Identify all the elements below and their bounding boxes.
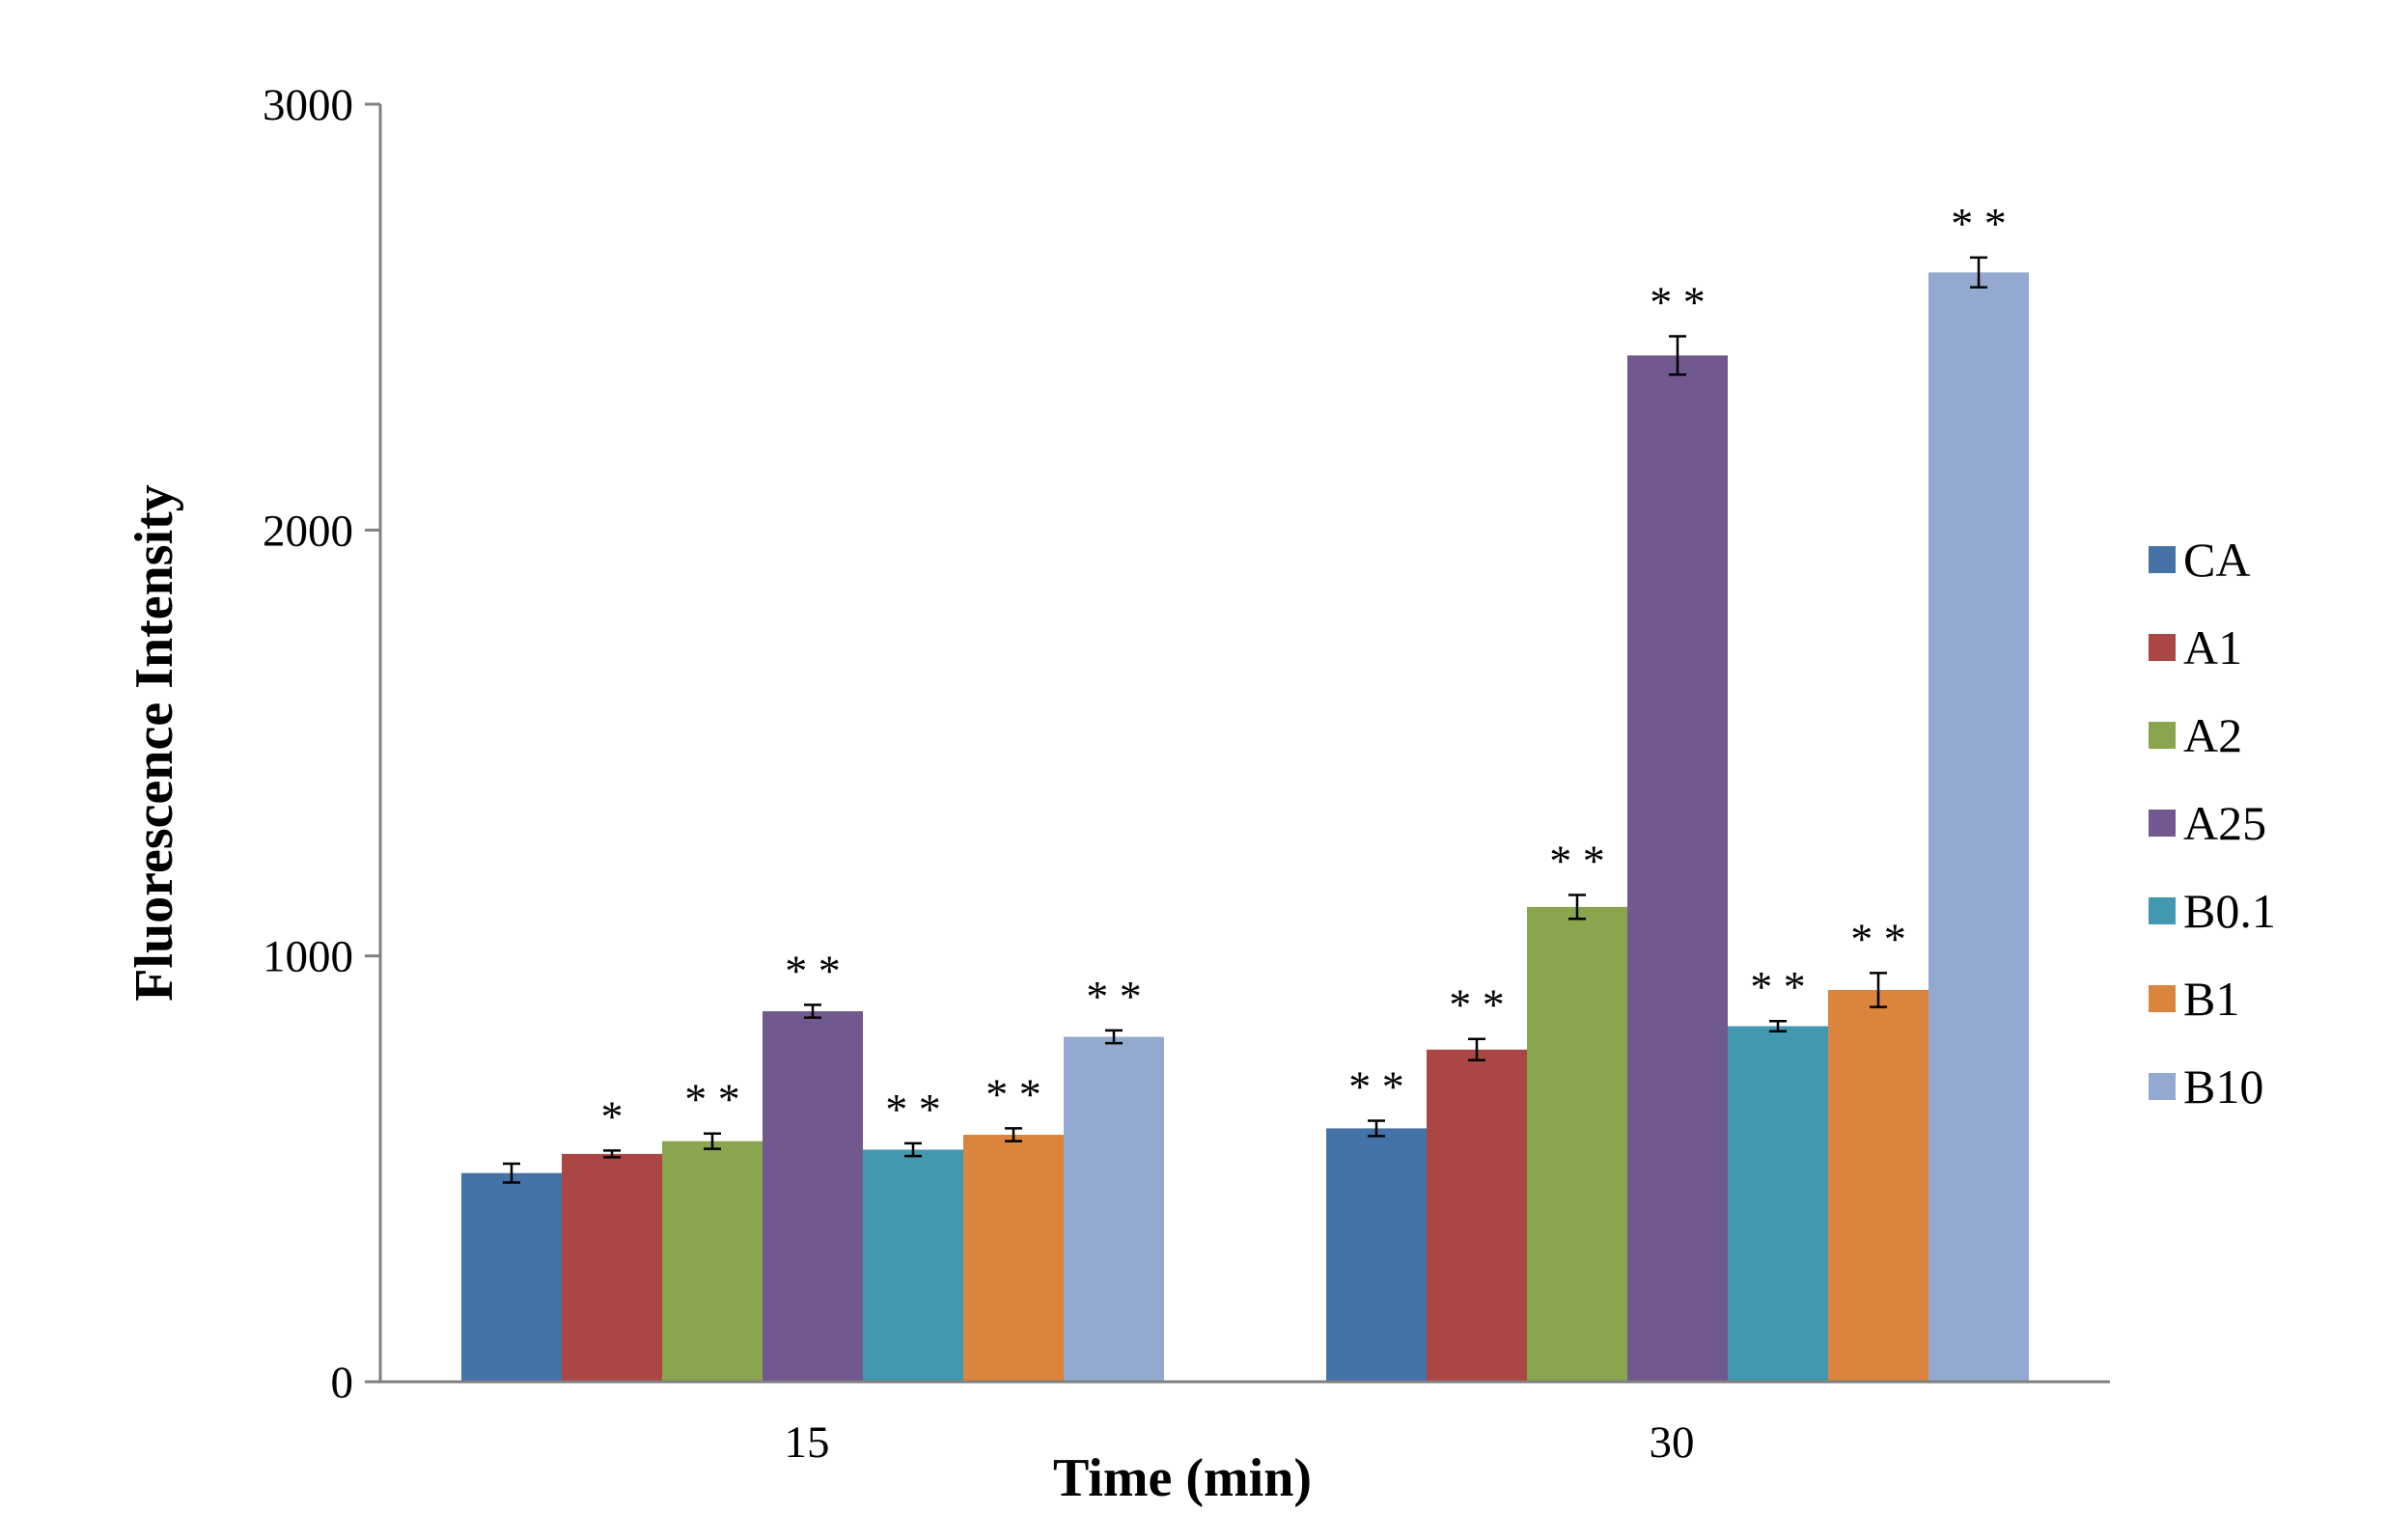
significance-label: * *: [1086, 972, 1142, 1021]
bar-A1-15: [562, 1153, 662, 1382]
y-tick-label: 2000: [263, 506, 353, 556]
legend-label: B10: [2183, 1059, 2263, 1114]
axes: [378, 104, 2110, 1384]
legend-swatch-CA: [2149, 546, 2176, 573]
legend-swatch-A2: [2149, 722, 2176, 749]
legend-label: B1: [2183, 972, 2239, 1026]
bar-B1-30: [1828, 989, 1928, 1382]
significance-labels: * * * * * * * * * * * * * * * * * * * * * * * * *: [601, 199, 2007, 1141]
error-bars: [503, 256, 1987, 1184]
significance-label: * *: [885, 1085, 941, 1134]
x-category-label: 30: [1650, 1417, 1695, 1468]
plot-area: [461, 272, 2029, 1382]
x-category-labels: 15 30: [785, 1417, 1695, 1468]
bar-B0.1-30: [1728, 1026, 1828, 1382]
bar-B10-30: [1928, 272, 2029, 1382]
y-ticks: 0 1000 2000 3000: [263, 80, 380, 1408]
legend-swatch-A1: [2149, 634, 2176, 661]
significance-label: * *: [684, 1075, 740, 1124]
significance-label: * *: [1348, 1061, 1404, 1111]
x-axis-label: Time (min): [1053, 1448, 1312, 1508]
legend-label: A1: [2183, 620, 2242, 674]
y-tick-label: 0: [331, 1358, 354, 1408]
legend-swatch-B0.1: [2149, 897, 2176, 924]
legend-label: A25: [2183, 796, 2266, 850]
legend-swatch-B10: [2149, 1073, 2176, 1100]
significance-label: * *: [785, 946, 841, 995]
legend: CA A1 A2 A25 B0.1 B1 B10: [2149, 533, 2276, 1114]
legend-swatch-B1: [2149, 985, 2176, 1012]
bar-CA-15: [461, 1172, 562, 1382]
legend-label: B0.1: [2183, 884, 2276, 938]
y-tick-label: 1000: [263, 932, 353, 982]
significance-label: * *: [1850, 914, 1906, 963]
significance-label: * *: [1750, 962, 1806, 1011]
significance-label: * *: [1650, 278, 1706, 327]
significance-label: * *: [1951, 199, 2007, 248]
legend-swatch-A25: [2149, 810, 2176, 837]
y-axis-label: Fluorescence Intensity: [125, 484, 184, 1002]
legend-label: A2: [2183, 708, 2242, 762]
bar-A25-15: [763, 1011, 863, 1382]
significance-label: *: [601, 1091, 624, 1141]
x-category-label: 15: [785, 1417, 830, 1468]
significance-label: * *: [1549, 837, 1605, 886]
significance-label: * *: [1449, 980, 1505, 1030]
bar-A25-30: [1627, 355, 1728, 1382]
y-tick-label: 3000: [263, 80, 353, 130]
bar-A2-30: [1527, 906, 1627, 1382]
significance-label: * *: [985, 1069, 1041, 1118]
bar-CA-30: [1326, 1128, 1427, 1382]
bar-A2-15: [662, 1141, 763, 1382]
bar-B10-15: [1064, 1036, 1164, 1382]
bar-B0.1-15: [863, 1149, 963, 1382]
bar-A1-30: [1427, 1049, 1527, 1382]
legend-label: CA: [2183, 533, 2250, 587]
bar-B1-15: [963, 1135, 1064, 1382]
